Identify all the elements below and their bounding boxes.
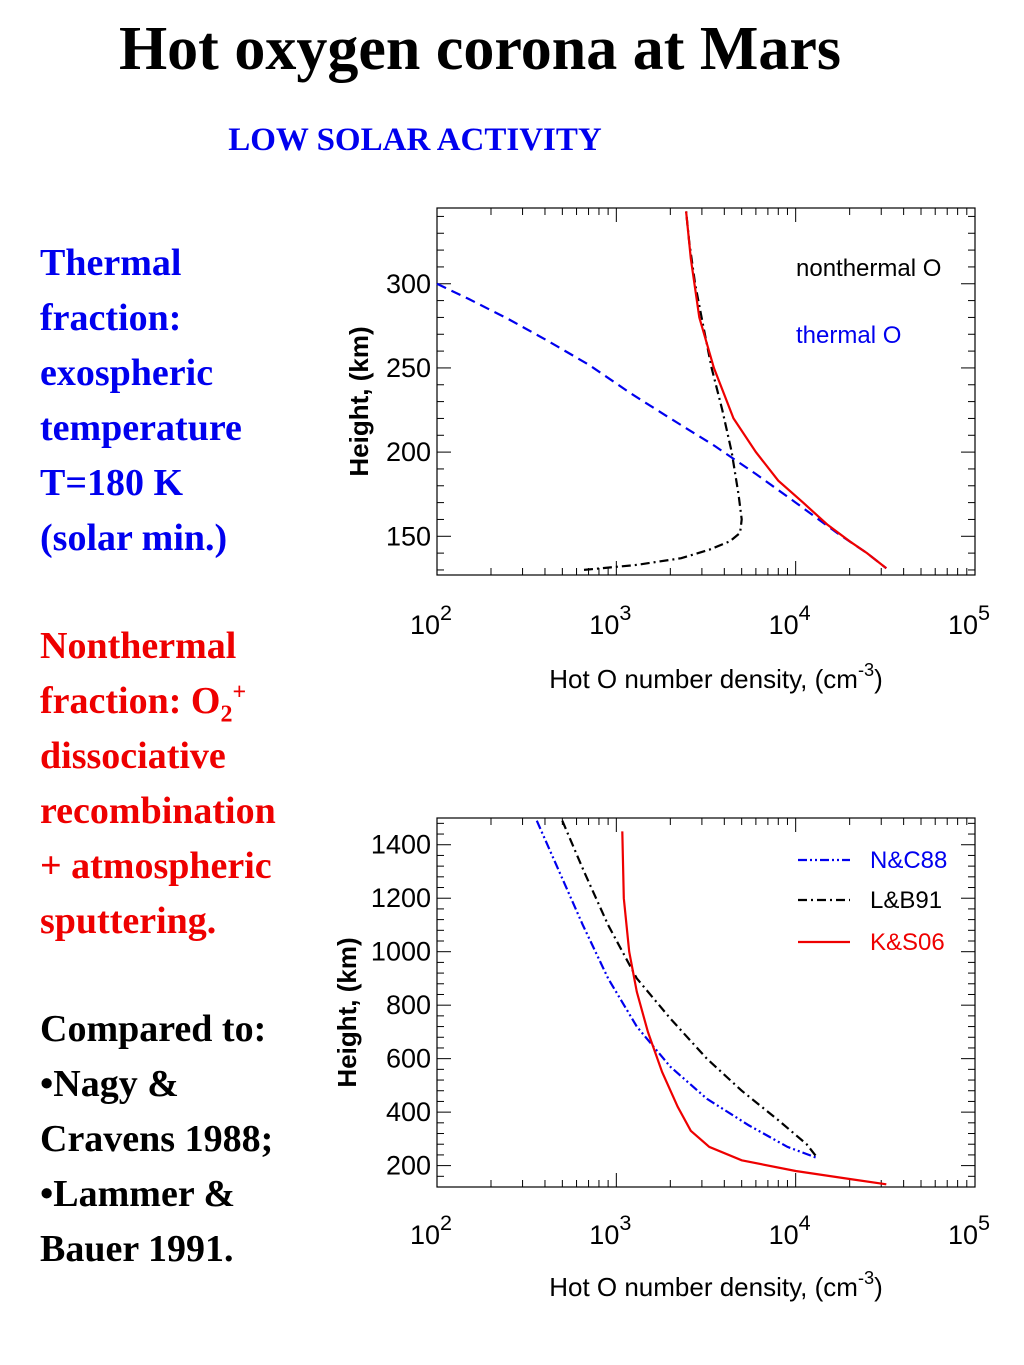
x-tick-label: 103 bbox=[589, 1210, 631, 1250]
nonthermal-line: Nonthermal bbox=[40, 625, 237, 667]
nonthermal-text-block: Nonthermal fraction: O2+ dissociative re… bbox=[40, 619, 340, 949]
legend-label: L&B91 bbox=[870, 887, 942, 914]
series-line-ks06 bbox=[621, 831, 887, 1186]
nonthermal-prefix: fraction: O bbox=[40, 680, 221, 722]
x-tick-label: 105 bbox=[948, 600, 990, 640]
y-axis-label: Height, (km) bbox=[344, 326, 374, 476]
legend-label: N&C88 bbox=[870, 847, 947, 874]
y-tick-label: 200 bbox=[386, 1151, 431, 1181]
thermal-line: fraction: bbox=[40, 297, 182, 339]
x-tick-label: 104 bbox=[769, 600, 811, 640]
x-axis-label: Hot O number density, (cm-3) bbox=[549, 660, 883, 694]
y-tick-label: 400 bbox=[386, 1097, 431, 1127]
y-axis-label: Height, (km) bbox=[332, 937, 362, 1087]
x-tick-label: 104 bbox=[769, 1210, 811, 1250]
thermal-line: temperature bbox=[40, 407, 242, 449]
o2-subscript: 2 bbox=[220, 701, 233, 728]
x-tick-label: 105 bbox=[948, 1210, 990, 1250]
y-tick-label: 300 bbox=[386, 269, 431, 299]
nonthermal-line: fraction: O2+ bbox=[40, 674, 340, 729]
page-title: Hot oxygen corona at Mars bbox=[118, 15, 842, 83]
thermal-line: T=180 K bbox=[40, 462, 184, 504]
legend-label: K&S06 bbox=[870, 929, 945, 956]
series-line-1 bbox=[583, 211, 743, 571]
thermal-line: Thermal bbox=[40, 242, 182, 284]
nonthermal-line: sputtering. bbox=[40, 900, 217, 942]
series-line-lb91 bbox=[561, 820, 817, 1157]
y-tick-label: 1400 bbox=[371, 830, 431, 860]
x-axis-label: Hot O number density, (cm-3) bbox=[549, 1268, 883, 1302]
compared-line: Bauer 1991. bbox=[40, 1228, 234, 1270]
plot-frame bbox=[436, 817, 976, 1188]
y-tick-label: 150 bbox=[386, 521, 431, 551]
series-line-3 bbox=[685, 211, 887, 570]
y-tick-label: 600 bbox=[386, 1044, 431, 1074]
y-tick-label: 200 bbox=[386, 437, 431, 467]
thermal-text-block: Thermal fraction: exospheric temperature… bbox=[40, 236, 340, 566]
nonthermal-line: recombination bbox=[40, 790, 276, 832]
x-tick-label: 102 bbox=[410, 1210, 452, 1250]
series-line-nc88 bbox=[535, 820, 817, 1159]
y-tick-label: 800 bbox=[386, 990, 431, 1020]
y-tick-label: 1000 bbox=[371, 937, 431, 967]
legend-label: thermal O bbox=[796, 322, 901, 349]
x-tick-label: 102 bbox=[410, 600, 452, 640]
chart-2: 102 103 104 105 200 400 600 800 1000 1200 1400 Hot … bbox=[332, 817, 990, 1302]
o2-superscript: + bbox=[232, 679, 247, 706]
page-subtitle: LOW SOLAR ACTIVITY bbox=[228, 122, 602, 158]
chart-1: 102 103 104 105 150 200 250 300 Hot O number den… bbox=[344, 207, 990, 694]
nonthermal-line: + atmospheric bbox=[40, 845, 272, 887]
compared-line: •Lammer & bbox=[40, 1173, 236, 1215]
legend-label: nonthermal O bbox=[796, 255, 941, 282]
compared-line: Compared to: bbox=[40, 1008, 267, 1050]
y-tick-label: 250 bbox=[386, 353, 431, 383]
compared-line: •Nagy & bbox=[40, 1063, 179, 1105]
thermal-line: (solar min.) bbox=[40, 517, 228, 559]
compared-text-block: Compared to: •Nagy & Cravens 1988; •Lamm… bbox=[40, 1002, 340, 1277]
compared-line: Cravens 1988; bbox=[40, 1118, 274, 1160]
nonthermal-line: dissociative bbox=[40, 735, 226, 777]
thermal-line: exospheric bbox=[40, 352, 214, 394]
plot-frame bbox=[436, 207, 976, 576]
y-tick-label: 1200 bbox=[371, 883, 431, 913]
x-tick-label: 103 bbox=[589, 600, 631, 640]
